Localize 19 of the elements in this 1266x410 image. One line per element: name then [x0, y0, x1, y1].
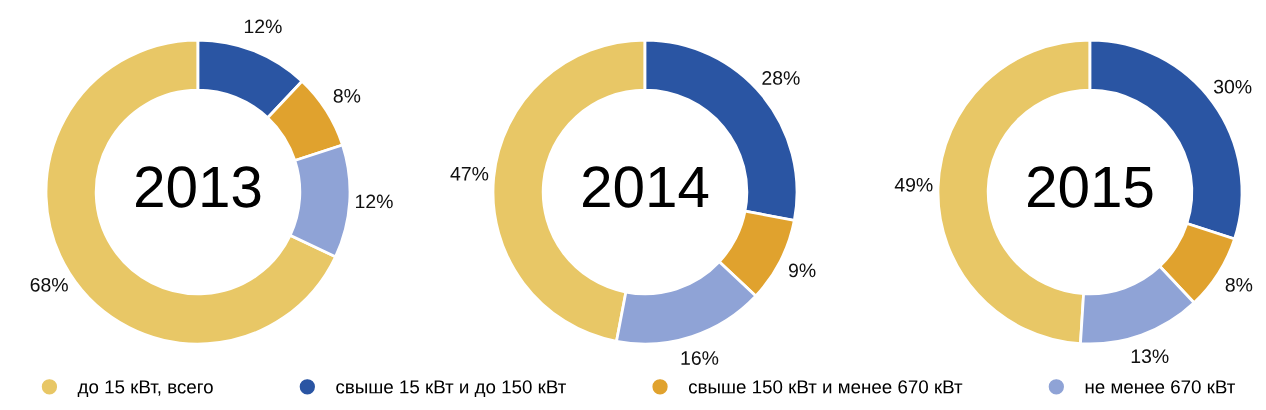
legend-label: свыше 150 кВт и менее 670 кВт	[688, 380, 963, 394]
text: 2015	[1028, 166, 1153, 208]
data-label: 9%	[788, 263, 816, 278]
legend-label: не менее 670 кВт	[1085, 380, 1236, 394]
text: 2013	[136, 166, 261, 208]
data-label: 8%	[1225, 277, 1253, 292]
data-label: 47%	[450, 166, 489, 181]
data-label: 8%	[333, 88, 361, 103]
data-label: 30%	[1213, 79, 1252, 94]
data-label: 28%	[762, 71, 800, 85]
data-label: 68%	[30, 277, 68, 292]
text: 2014	[583, 166, 709, 208]
data-label: 12%	[356, 194, 393, 209]
data-label: 16%	[681, 351, 719, 365]
data-label: 13%	[1131, 349, 1169, 364]
data-label: 12%	[244, 19, 282, 34]
legend-label: свыше 15 кВт и до 150 кВт	[336, 380, 566, 398]
data-label: 49%	[894, 177, 933, 192]
legend-label: до 15 кВт, всего	[77, 380, 213, 398]
